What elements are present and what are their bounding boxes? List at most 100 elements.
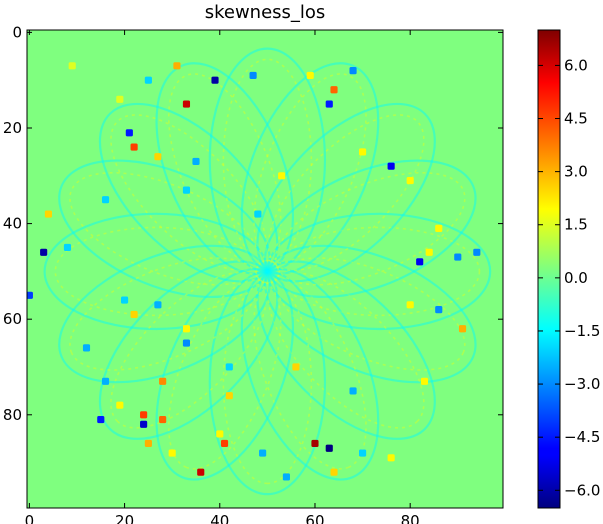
heatmap-pattern bbox=[43, 47, 492, 496]
rosette-loop bbox=[208, 47, 327, 496]
heatmap-cell bbox=[27, 291, 33, 299]
heatmap-cell bbox=[159, 377, 167, 385]
heatmap-cell bbox=[40, 248, 48, 256]
heatmap-cell bbox=[387, 162, 395, 170]
heatmap-cell bbox=[359, 449, 367, 457]
heatmap-cell bbox=[220, 439, 229, 448]
colorbar-tick-label: 3.0 bbox=[564, 163, 588, 181]
rosette-loop-inner bbox=[274, 171, 466, 286]
x-tick-label: 0 bbox=[25, 512, 35, 524]
rosette-loop-inner bbox=[167, 73, 282, 264]
heatmap-cell bbox=[116, 401, 124, 409]
colorbar-tick-label: 4.5 bbox=[564, 110, 588, 128]
rosette-loop-outer bbox=[266, 212, 492, 331]
rosette-loop-outer bbox=[155, 62, 295, 275]
heatmap-cell bbox=[425, 248, 433, 256]
colorbar-tick-label: 1.5 bbox=[564, 216, 588, 234]
rosette-loop-inner bbox=[274, 257, 466, 371]
heatmap-cell bbox=[182, 325, 191, 333]
rosette-loop-outer bbox=[208, 47, 327, 273]
heatmap-cell bbox=[144, 76, 152, 84]
heatmap-cell bbox=[182, 339, 191, 347]
rosette-loop-inner bbox=[267, 114, 425, 272]
colorbar-tick-label: −4.5 bbox=[564, 428, 600, 446]
heatmap-cell bbox=[325, 444, 333, 452]
heatmap-cell bbox=[97, 416, 105, 424]
heatmap-background bbox=[27, 30, 503, 508]
heatmap-cell bbox=[140, 411, 148, 419]
heatmap-cell bbox=[130, 143, 138, 151]
heatmap-cell bbox=[173, 62, 181, 70]
heatmap-cell bbox=[420, 377, 429, 385]
rosette-loop-outer bbox=[256, 260, 436, 440]
x-tick-label: 20 bbox=[115, 512, 134, 524]
heatmap-cell bbox=[154, 301, 162, 309]
heatmap-cell bbox=[192, 157, 200, 166]
colorbar: 6.0 4.5 3.0 1.5 0.0 −1.5 −3.0 −4.5 −6.0 bbox=[537, 29, 600, 509]
heatmap-cell bbox=[473, 248, 481, 256]
rosette-loop bbox=[43, 212, 492, 331]
heatmap-cell bbox=[349, 67, 357, 75]
heatmap-cell bbox=[211, 76, 219, 84]
heatmap-cell bbox=[159, 416, 167, 424]
heatmap-cell bbox=[68, 62, 76, 70]
heatmap-cell bbox=[182, 100, 191, 108]
heatmap-cell bbox=[197, 468, 205, 476]
rosette-loop-outer bbox=[58, 159, 271, 299]
colorbar-ticks: 6.0 4.5 3.0 1.5 0.0 −1.5 −3.0 −4.5 −6.0 bbox=[538, 56, 600, 499]
rosette-loop bbox=[58, 159, 477, 384]
rosette-loop bbox=[58, 159, 477, 384]
heatmap-cell bbox=[349, 387, 357, 395]
heatmap-highlights bbox=[27, 62, 481, 481]
rosette-loop-inner bbox=[267, 271, 425, 429]
rosette-loop-outer bbox=[43, 212, 269, 331]
rosette-loop-outer bbox=[98, 102, 279, 283]
x-tick-label: 80 bbox=[401, 512, 420, 524]
heatmap-cell bbox=[249, 71, 257, 79]
heatmap-cell bbox=[140, 420, 148, 428]
rosette-loop bbox=[98, 102, 436, 440]
heatmap-cell bbox=[116, 95, 124, 103]
rosette-loop-inner bbox=[69, 257, 260, 371]
rosette-loop bbox=[155, 62, 380, 481]
heatmap-cell bbox=[44, 210, 52, 218]
heatmap-cell bbox=[454, 253, 462, 261]
y-tick-label: 0 bbox=[12, 23, 22, 41]
heatmap-cell bbox=[130, 310, 138, 318]
heatmap-cell bbox=[387, 454, 395, 462]
rosette-loop-inner bbox=[222, 58, 313, 262]
rosette-loop bbox=[98, 102, 436, 440]
heatmap-cell bbox=[458, 325, 467, 333]
rosette-loop bbox=[155, 62, 380, 481]
heatmap-cell bbox=[82, 344, 91, 352]
x-axis: 0 20 40 60 80 bbox=[25, 30, 420, 524]
rosette-loop-inner bbox=[110, 271, 268, 429]
heatmap-cell bbox=[259, 449, 267, 457]
x-tick-label: 40 bbox=[210, 512, 229, 524]
heatmap-cell bbox=[182, 186, 191, 194]
heatmap-cell bbox=[306, 71, 314, 79]
rosette-loop-inner bbox=[69, 171, 260, 286]
x-tick-label: 60 bbox=[305, 512, 324, 524]
heatmap-cell bbox=[101, 196, 110, 204]
rosette-loop-outer bbox=[240, 62, 380, 275]
heatmap-cell bbox=[359, 148, 367, 156]
rosette-loop-inner bbox=[277, 226, 481, 317]
rosette-loop-inner bbox=[253, 278, 367, 470]
heatmap-cell bbox=[278, 172, 286, 180]
rosette-loop-inner bbox=[222, 281, 313, 485]
colorbar-tick-label: 6.0 bbox=[564, 56, 588, 74]
rosette-loop-inner bbox=[253, 73, 367, 264]
heatmap-cell bbox=[125, 129, 133, 137]
heatmap-cell bbox=[330, 468, 338, 476]
heatmap-cell bbox=[216, 430, 224, 438]
heatmap-cell bbox=[101, 377, 110, 385]
y-tick-label: 80 bbox=[3, 406, 22, 424]
heatmap-cell bbox=[416, 258, 424, 266]
rosette-loop-inner bbox=[54, 226, 258, 317]
heatmap-cell bbox=[144, 439, 152, 448]
rosette-loop-outer bbox=[263, 244, 477, 384]
heatmap-cell bbox=[406, 301, 414, 309]
y-axis: 0 20 40 60 80 bbox=[3, 23, 503, 424]
